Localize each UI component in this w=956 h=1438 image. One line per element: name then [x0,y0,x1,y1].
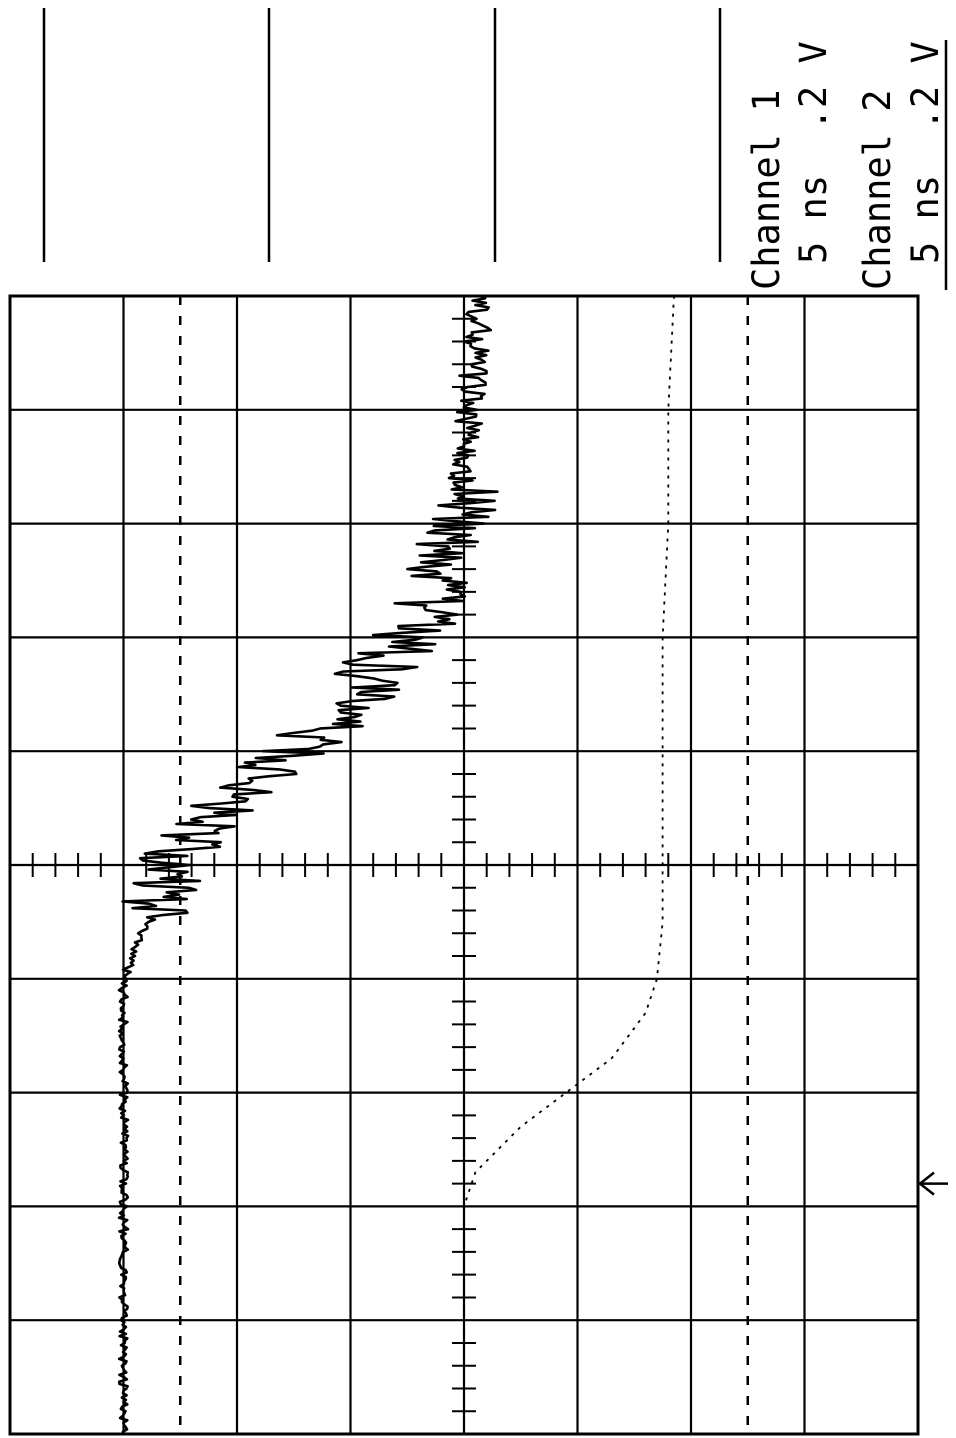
trace-channel-1 [117,295,499,1435]
legend-channel-2-name: Channel 2 [856,90,899,290]
trigger-arrow-head [917,1171,935,1196]
center-axis-ticks [31,317,897,1413]
legend-channel-1-name: Channel 1 [745,90,788,290]
legend-channel-2-setting: 5 ns .2 V [904,41,947,264]
trace-channel-2 [463,295,675,1434]
trigger-arrow-icon [917,1171,948,1196]
legend-separator-lines [42,8,948,290]
legend-channel-1-setting: 5 ns .2 V [792,41,835,264]
traces [117,295,675,1435]
